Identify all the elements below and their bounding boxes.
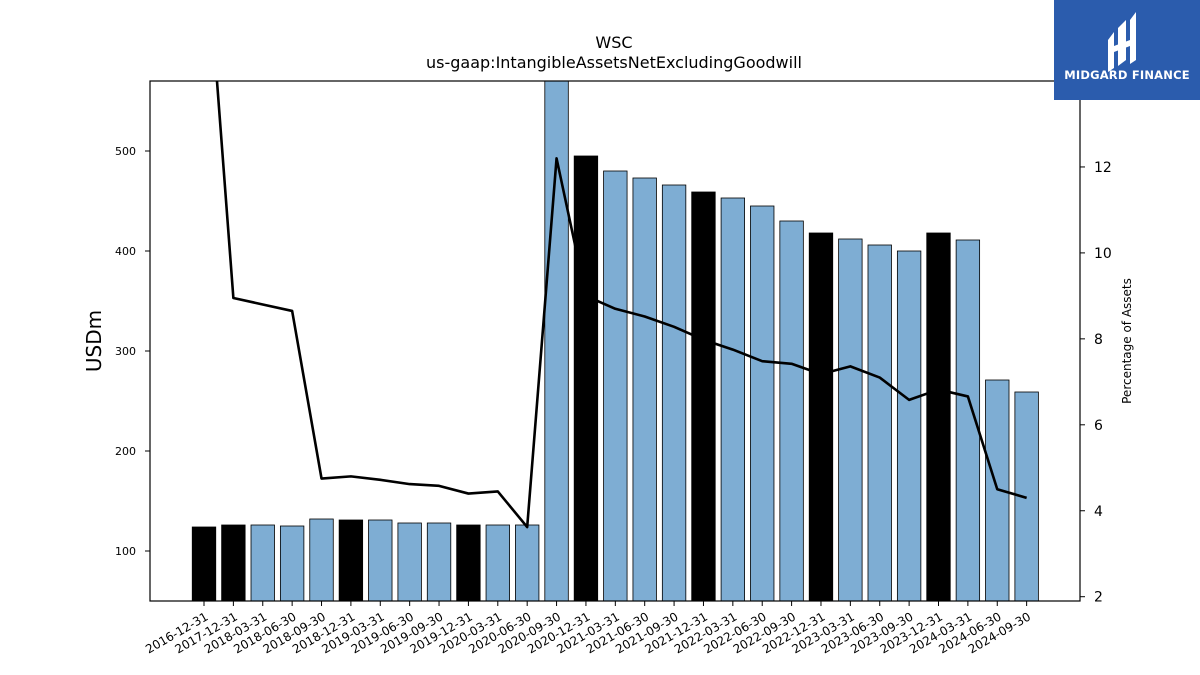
bar-2020-09-30: [544, 81, 569, 601]
y-axis-label: USDm: [82, 310, 106, 372]
plot-frame: [149, 80, 1081, 602]
y2-tick-label: 4: [1094, 504, 1103, 520]
y2-tick-label: 12: [1094, 160, 1112, 176]
left-axis: 100 200 300 400 500: [115, 145, 150, 558]
y-tick-label: 100: [115, 545, 136, 558]
y-tick-label: 400: [115, 245, 136, 258]
bar-2023-06-30: [867, 244, 892, 601]
bar-2019-03-31: [368, 519, 393, 601]
line-layer: [215, 81, 1028, 529]
bar-2019-09-30: [426, 522, 452, 601]
bar-2019-12-31: [456, 524, 481, 601]
y-tick-label: 200: [115, 445, 136, 458]
bar-2020-12-31: [573, 155, 599, 601]
brand-name: MIDGARD FINANCE: [1064, 68, 1190, 82]
bar-2018-06-30: [279, 525, 305, 601]
chart-title: WSC: [595, 33, 632, 52]
midgard-logo-icon: [1054, 0, 1200, 100]
x-axis: 2016-12-312017-12-312018-03-312018-06-30…: [143, 601, 1033, 656]
y-tick-label: 300: [115, 345, 136, 358]
bar-2024-09-30: [1014, 391, 1039, 601]
bar-2019-06-30: [397, 522, 422, 601]
pct-of-assets-line: [215, 81, 1028, 529]
bar-2021-12-31: [691, 191, 716, 601]
bar-2021-03-31: [603, 170, 628, 601]
bar-2017-12-31: [221, 524, 246, 601]
bar-2020-03-31: [485, 524, 510, 601]
bar-2022-09-30: [779, 220, 804, 601]
bar-2022-03-31: [720, 197, 745, 601]
bar-2022-06-30: [750, 205, 775, 601]
bar-2018-12-31: [338, 519, 364, 601]
y2-tick-label: 8: [1094, 332, 1103, 348]
y2-tick-label: 10: [1094, 246, 1112, 262]
bar-2020-06-30: [515, 524, 540, 601]
y2-tick-label: 2: [1094, 590, 1103, 606]
bar-2023-12-31: [926, 232, 951, 601]
y2-axis-label: Percentage of Assets: [1120, 278, 1134, 404]
y-tick-label: 500: [115, 145, 136, 158]
bar-2016-12-31: [191, 526, 217, 601]
bar-2021-06-30: [632, 177, 657, 601]
brand-logo: MIDGARD FINANCE: [1054, 0, 1200, 100]
bar-2023-09-30: [896, 250, 922, 601]
bar-2021-09-30: [661, 184, 687, 601]
bar-2024-03-31: [955, 239, 981, 601]
bars-layer: [191, 81, 1039, 601]
chart-subtitle: us-gaap:IntangibleAssetsNetExcludingGood…: [426, 53, 802, 72]
bar-2018-03-31: [250, 524, 275, 601]
bar-2022-12-31: [808, 232, 834, 601]
right-axis: 2 4 6 8 10 12: [1080, 160, 1112, 606]
bar-2023-03-31: [838, 238, 863, 601]
bar-2018-09-30: [309, 518, 334, 601]
y2-tick-label: 6: [1094, 418, 1103, 434]
